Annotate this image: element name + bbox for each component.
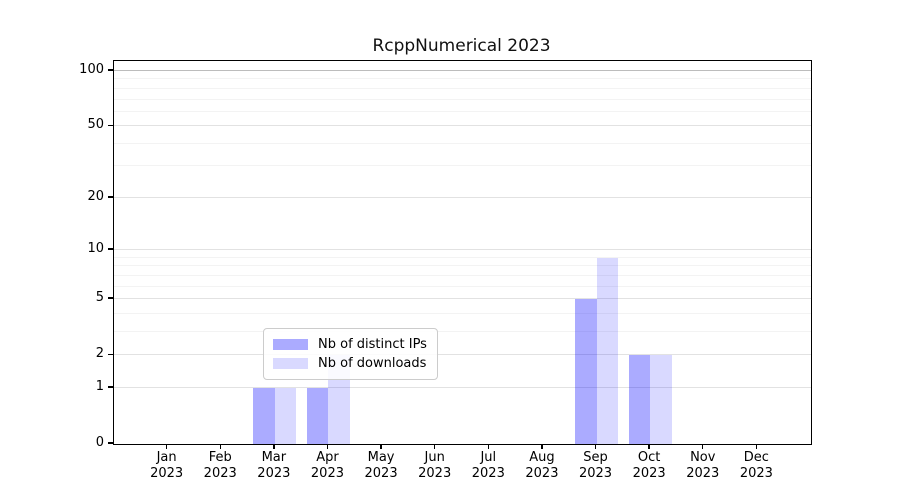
x-tick-mark [165, 444, 168, 449]
legend: Nb of distinct IPs Nb of downloads [263, 328, 438, 380]
legend-label-downloads: Nb of downloads [318, 356, 427, 371]
y-tick-label: 50 [87, 117, 104, 133]
y-tick-label: 5 [95, 290, 104, 306]
x-tick-mark [487, 444, 489, 449]
x-tick-label: Mar 2023 [257, 450, 291, 481]
gridline-minor [114, 142, 811, 144]
gridline-major [114, 386, 811, 388]
x-tick-mark [219, 444, 221, 449]
y-tick-label: 2 [95, 346, 104, 362]
gridline-minor [114, 98, 811, 100]
bar-downloads [596, 257, 619, 444]
gridline-minor [114, 265, 811, 267]
x-tick-label: May 2023 [364, 450, 398, 481]
x-tick-mark [326, 444, 329, 449]
y-tick-mark [108, 248, 113, 250]
bar-distinct-ips [253, 387, 275, 444]
x-tick-label: Jul 2023 [471, 450, 505, 481]
y-tick-label: 100 [79, 62, 104, 77]
y-tick-mark [108, 297, 113, 299]
x-tick-label: Aug 2023 [525, 450, 559, 481]
gridline-minor [114, 87, 811, 89]
gridline-major [114, 249, 811, 251]
gridline-major [114, 354, 811, 356]
gridline-minor [114, 78, 811, 80]
y-tick-mark [108, 196, 113, 198]
gridline-minor [114, 330, 811, 332]
gridline-minor [114, 256, 811, 258]
gridline-major [114, 125, 811, 127]
x-tick-label: Nov 2023 [686, 450, 720, 481]
gridline-minor [114, 312, 811, 314]
x-tick-label: Feb 2023 [203, 450, 237, 481]
plot-area [113, 60, 812, 445]
x-tick-mark [702, 444, 704, 449]
y-tick-mark [108, 353, 113, 355]
y-tick-label: 10 [87, 241, 104, 257]
y-tick-mark [108, 69, 113, 71]
y-tick-mark [108, 386, 113, 388]
x-tick-label: Apr 2023 [310, 450, 344, 481]
gridline-minor [114, 110, 811, 112]
y-tick-mark [108, 442, 113, 444]
bar-distinct-ips [306, 387, 329, 444]
x-tick-mark [433, 444, 436, 449]
x-tick-mark [273, 444, 275, 449]
gridline-minor [114, 274, 811, 276]
y-tick-label: 1 [95, 378, 104, 394]
bar-downloads [274, 387, 297, 444]
x-tick-mark [648, 444, 650, 449]
legend-item-downloads: Nb of downloads [273, 354, 427, 373]
x-tick-mark [380, 444, 382, 449]
gridline-minor [114, 285, 811, 287]
x-tick-label: Dec 2023 [739, 450, 773, 481]
legend-swatch-downloads [273, 358, 308, 369]
bar-distinct-ips [575, 299, 597, 444]
x-tick-mark [755, 444, 758, 449]
gridline-major [114, 196, 811, 198]
gridline-major [114, 70, 811, 71]
bar-downloads [650, 355, 672, 444]
gridline-minor [114, 165, 811, 167]
x-tick-label: Sep 2023 [578, 450, 613, 481]
legend-label-distinct-ips: Nb of distinct IPs [318, 337, 427, 352]
gridline-major [114, 298, 811, 300]
x-tick-label: Jun 2023 [418, 450, 452, 481]
bar-distinct-ips [628, 355, 651, 444]
chart-title: RcppNumerical 2023 [372, 36, 551, 56]
x-tick-mark [541, 444, 543, 449]
x-tick-mark [594, 444, 597, 449]
x-tick-label: Jan 2023 [150, 450, 184, 481]
x-tick-label: Oct 2023 [632, 450, 666, 481]
legend-item-distinct-ips: Nb of distinct IPs [273, 335, 427, 354]
y-tick-mark [108, 124, 113, 126]
legend-swatch-distinct-ips [273, 339, 308, 350]
y-tick-label: 0 [95, 435, 104, 450]
y-tick-label: 20 [87, 188, 104, 204]
